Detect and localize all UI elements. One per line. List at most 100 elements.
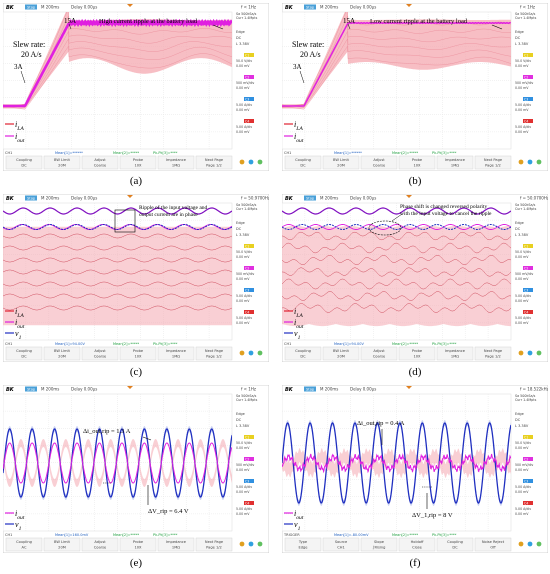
menu-button-value: Coarse [373,355,386,359]
channel-label: C2 [245,457,249,461]
highlight-ellipse [368,220,402,236]
i-LA-ripple [282,38,511,108]
scope-panel-f: BK Stop M 200ms Delay 0.00µs f = 18.522kHz Sa… [282,385,548,569]
menu-button-value: 10X [413,164,421,168]
channel-badge [523,310,533,314]
v1-ac-trace [282,224,511,230]
offset: 0.00 mV [515,512,529,516]
legend-v1: v1 [294,329,301,341]
v1-ac-trace [3,224,232,230]
scope-screen-a: BK Stop M 200ms Delay 0.00µs f < 1Hz Sa 500kS… [3,3,269,171]
menu-button [322,346,360,361]
v1-trace [282,422,511,504]
status-box [304,4,316,10]
brand-logo: BK [6,5,15,11]
trigger-dc: DC [236,227,242,231]
i-LA-ripple [3,38,232,108]
channel-badge [244,435,254,439]
trigger-marker [406,4,412,7]
menu-button [43,346,81,361]
i-LA-ripple [3,305,232,311]
freq-readout: f = 50.9700Hz [241,196,269,201]
status-text: Stop [27,197,36,201]
channel-badge [523,288,533,292]
status-ch: CH1 [5,342,12,346]
volts-div: 5.00 A/div [236,485,252,489]
trigger-marker [406,195,412,198]
scope-screen-b: BK Stop M 200ms Delay 0.00µs f < 1Hz Sa 500kS… [282,3,548,171]
menu-button [398,537,436,552]
menu-button-value: DC [21,355,27,359]
i-out-trace [282,224,511,230]
channel-label: C2 [524,266,528,270]
menu-button-value: Page 1/2 [206,164,222,168]
status-mean1: Mean[1]=-80.00mV [334,533,369,537]
channel-label: C2 [524,75,528,79]
menu-button-label: Holdoff [411,540,424,544]
i-LA-ripple [3,257,232,263]
menu-button-value: Page 1/2 [206,546,222,550]
offset: 0.00 mV [515,299,529,303]
status-text: Stop [306,6,315,10]
i-LA-ripple [282,45,511,110]
menu-button [360,537,398,552]
menu-button [81,537,119,552]
channel-badge [244,288,254,292]
status-mean2: Mean[2]=***** [392,533,418,537]
status-text: Stop [27,6,36,10]
status-icon [536,159,542,165]
volts-div: 5.00 A/div [236,294,252,298]
volts-div: 500 mV/div [515,272,533,276]
curr-pts: Curr 1.4Mpts [515,16,537,20]
slew-rate-value: 20 A/s [300,50,321,59]
status-ch: TRIGGER [283,533,300,537]
traces [3,426,232,500]
volts-div: 5.00 A/div [515,316,531,320]
annotation-line1: Phase shift is changed reversed polarity [400,203,487,210]
channel-label: C1 [524,244,528,248]
menu-button-value: AC [22,546,27,550]
volts-div: 500 mV/div [515,81,533,85]
volts-div: 5.00 A/div [515,485,531,489]
status-box [25,4,37,10]
i-LA-band [282,225,511,327]
menu-button [322,537,360,552]
volts-div: 50.0 V/div [515,59,531,63]
menu-button-label: Coupling [16,158,32,162]
i-LA-ripple [282,231,511,241]
menu-button-label: Probe [412,349,423,353]
offset: 0.00 mV [515,321,529,325]
menu-button [119,155,157,170]
legend-iout: iout [294,509,304,521]
arrow-3a [20,70,26,84]
menu-button-label: BW Limit [54,349,71,353]
menu-button [157,155,195,170]
traces [3,207,232,326]
legend-iLA: iLA [15,307,24,319]
arrow-3a [299,70,305,84]
status-mean2: Mean[2]=***** [392,342,418,346]
channel-label: C4 [245,501,249,505]
menu-button [119,537,157,552]
i-LA-ripple [282,255,511,265]
offset: 0.00 mV [236,512,250,516]
offset: 0.00 mV [515,446,529,450]
offset: 0.00 mV [236,255,250,259]
offset: 0.00 mV [515,86,529,90]
volts-div: 5.00 A/div [515,507,531,511]
channel-label: C4 [524,501,528,505]
channel-label: C4 [524,310,528,314]
menu-button-label: Coupling [447,540,463,544]
status-mean1: Mean[1]=160.0mV [55,533,89,537]
menu-button-label: Impedance [166,349,187,353]
traces [3,12,232,110]
status-mean1: Mean[1]=94.00V [334,342,364,346]
menu-button-value: Page 1/2 [485,355,501,359]
slew-rate-label: Slew rate: [13,40,45,49]
menu-button [81,155,119,170]
status-icon [518,541,524,547]
menu-button-value: ∫Rising [373,546,386,550]
menu-button-value: 10X [413,355,421,359]
panel-caption: (c) [129,366,143,378]
menu-button-label: Coupling [295,158,311,162]
